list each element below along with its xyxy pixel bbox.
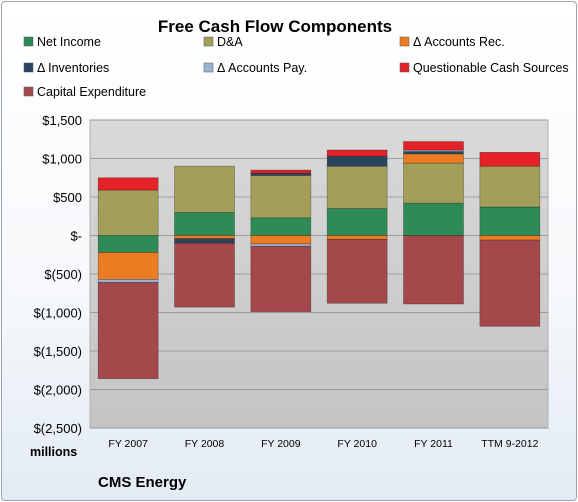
x-tick-label: FY 2007 [108, 438, 148, 450]
legend-label-accounts-pay: Δ Accounts Pay. [217, 61, 307, 75]
y-tick-label: $(1,000) [34, 306, 82, 321]
x-tick-label: FY 2008 [185, 438, 225, 450]
bar-segment [97, 282, 159, 380]
legend-swatch-accounts-pay [203, 62, 214, 73]
legend: Net Income D&A Δ Accounts Rec. Δ Inventorie… [23, 35, 569, 99]
bar-segment [326, 235, 388, 240]
legend-swatch-d-a [203, 36, 214, 47]
legend-label-questionable-cash-sources: Questionable Cash Sources [413, 61, 569, 75]
legend-label-accounts-rec: Δ Accounts Rec. [413, 35, 505, 49]
bar-segment [403, 153, 464, 164]
y-tick-label: $1,000 [42, 152, 82, 167]
bar-segment [174, 242, 235, 308]
bar-segment [97, 252, 159, 280]
bar-segment [403, 162, 464, 204]
bar-segment [403, 202, 464, 236]
bar-segment [97, 279, 159, 283]
y-tick-label: $500 [53, 190, 82, 205]
x-tick-label: FY 2009 [261, 438, 301, 450]
y-tick-label: $1,500 [42, 113, 82, 128]
bars [97, 141, 541, 380]
legend-swatch-inventories [23, 62, 34, 73]
bar-segment [250, 235, 312, 245]
y-tick-label: $(2,500) [34, 421, 82, 436]
legend-swatch-net-income [23, 36, 34, 47]
y-tick-label: $(1,500) [34, 344, 82, 359]
chart-title: Free Cash Flow Components [158, 17, 392, 36]
bar-segment [250, 175, 312, 219]
bar-segment [174, 165, 235, 213]
bar-segment [479, 151, 541, 167]
bar-segment [479, 206, 541, 236]
legend-label-net-income: Net Income [37, 35, 101, 49]
bar-segment [174, 238, 235, 244]
legend-swatch-questionable-cash-sources [399, 62, 410, 73]
bar-segment [326, 165, 388, 209]
y-tick-label: $(2,000) [34, 383, 82, 398]
legend-label-inventories: Δ Inventories [37, 61, 109, 75]
legend-label-d-a: D&A [217, 35, 243, 49]
x-tick-label: FY 2010 [337, 438, 377, 450]
x-tick-label: FY 2011 [414, 438, 453, 450]
bar-segment [326, 239, 388, 304]
bar-segment [326, 149, 388, 157]
bar-segment [326, 155, 388, 167]
bar-segment [250, 169, 312, 174]
y-tick-label: $(500) [44, 267, 82, 282]
company-name: CMS Energy [98, 474, 187, 491]
bar-segment [479, 239, 541, 327]
bar-segment [97, 177, 159, 191]
bar-segment [403, 141, 464, 151]
bar-segment [97, 235, 159, 253]
bar-segment [479, 235, 541, 241]
bar-segment [403, 151, 464, 155]
y-tick-label: $- [70, 229, 82, 244]
bar-segment [174, 212, 235, 236]
bar-segment [250, 217, 312, 236]
bar-segment [479, 165, 541, 208]
legend-swatch-accounts-rec [399, 36, 410, 47]
y-axis-ticks: $1,500 $1,000 $500 $- $(500) $(1,000) $(1,500)… [34, 113, 82, 436]
bar-segment [97, 189, 159, 236]
x-axis-ticks: FY 2007 FY 2008 FY 2009 FY 2010 FY 2011 TTM 9… [108, 438, 538, 450]
bar-segment [326, 208, 388, 236]
bar-segment [250, 245, 312, 313]
legend-label-capital-expenditure: Capital Expenditure [37, 85, 146, 99]
x-tick-label: TTM 9-2012 [481, 438, 538, 450]
legend-swatch-capital-expenditure [23, 86, 34, 97]
bar-segment [174, 235, 235, 239]
bar-segment [403, 235, 464, 305]
units-label: millions [30, 445, 77, 459]
gridlines [90, 119, 548, 429]
